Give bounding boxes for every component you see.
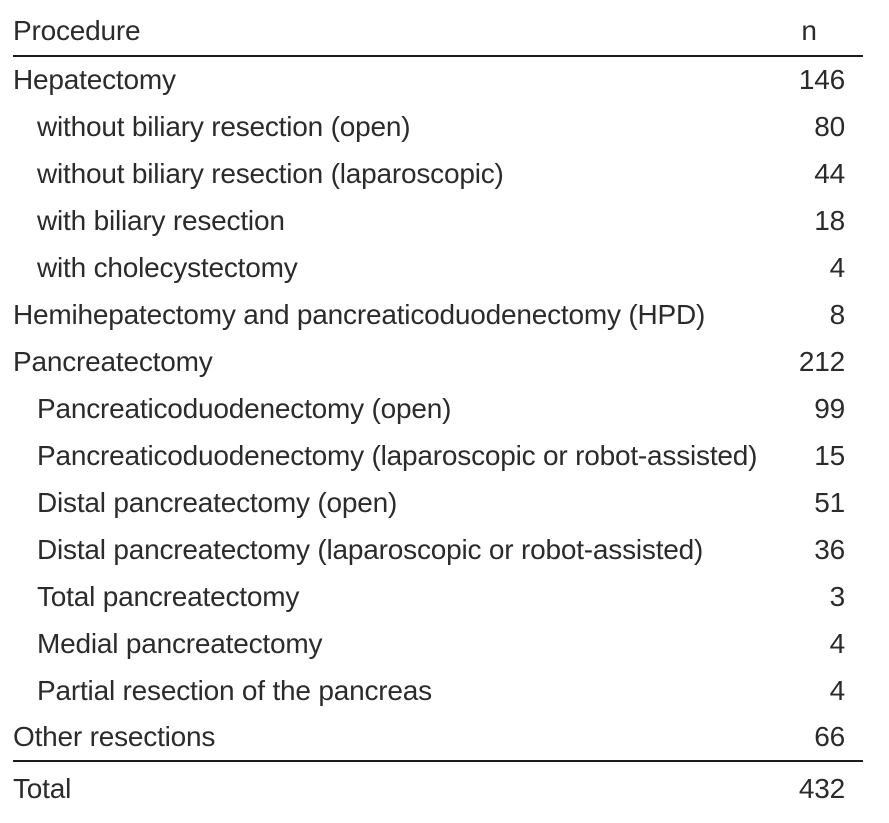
procedure-cell: Medial pancreatectomy — [37, 627, 323, 659]
table-row: Pancreatectomy 212 — [13, 338, 863, 385]
procedure-cell: Pancreatectomy — [13, 345, 213, 377]
count-cell: 99 — [814, 392, 845, 424]
table-footer: Total 432 — [13, 760, 863, 815]
procedure-cell: Distal pancreatectomy (open) — [37, 486, 398, 518]
table-row: with cholecystectomy 4 — [13, 244, 863, 291]
count-cell: 4 — [829, 627, 846, 659]
table-row: Pancreaticoduodenectomy (laparoscopic or… — [13, 432, 863, 479]
count-cell: 15 — [814, 439, 845, 471]
header-n: n — [773, 6, 863, 57]
count-cell: 80 — [814, 110, 845, 142]
count-cell: 66 — [814, 721, 845, 752]
count-cell: 8 — [829, 298, 846, 330]
table-row: Medial pancreatectomy 4 — [13, 620, 863, 667]
count-cell: 4 — [829, 674, 846, 706]
procedure-cell: Other resections — [13, 721, 216, 752]
count-cell: 146 — [798, 64, 845, 95]
total-label: Total — [13, 760, 773, 815]
table-row: Distal pancreatectomy (open) 51 — [13, 479, 863, 526]
procedure-cell: without biliary resection (laparoscopic) — [37, 157, 504, 189]
table-row: Hemihepatectomy and pancreaticoduodenect… — [13, 291, 863, 338]
header-row: Procedure n — [13, 6, 863, 57]
count-cell: 18 — [814, 204, 845, 236]
procedure-cell: Hepatectomy — [13, 64, 176, 95]
total-count: 432 — [773, 760, 863, 815]
table-row: without biliary resection (open) 80 — [13, 103, 863, 150]
table-row: Distal pancreatectomy (laparoscopic or r… — [13, 526, 863, 573]
count-cell: 51 — [814, 486, 845, 518]
procedure-cell: Pancreaticoduodenectomy (open) — [37, 392, 452, 424]
count-cell: 4 — [829, 251, 846, 283]
count-cell: 36 — [814, 533, 845, 565]
table-row: Hepatectomy 146 — [13, 56, 863, 103]
procedure-cell: Distal pancreatectomy (laparoscopic or r… — [37, 533, 704, 565]
procedure-cell: with biliary resection — [37, 204, 285, 236]
header-procedure: Procedure — [13, 6, 773, 57]
table-body: Hepatectomy 146 without biliary resectio… — [13, 56, 863, 761]
count-cell: 3 — [829, 580, 846, 612]
table-row: without biliary resection (laparoscopic)… — [13, 150, 863, 197]
table-row: Total pancreatectomy 3 — [13, 573, 863, 620]
procedure-cell: Partial resection of the pancreas — [37, 674, 432, 706]
procedure-cell: Total pancreatectomy — [37, 580, 300, 612]
count-cell: 212 — [798, 345, 845, 377]
table-row: Partial resection of the pancreas 4 — [13, 667, 863, 714]
procedure-cell: with cholecystectomy — [37, 251, 298, 283]
table-row: Other resections 66 — [13, 714, 863, 761]
total-row: Total 432 — [13, 760, 863, 815]
count-cell: 44 — [814, 157, 845, 189]
table-header: Procedure n — [13, 6, 863, 57]
procedure-cell: without biliary resection (open) — [37, 110, 411, 142]
table-row: Pancreaticoduodenectomy (open) 99 — [13, 385, 863, 432]
procedure-cell: Pancreaticoduodenectomy (laparoscopic or… — [37, 439, 758, 471]
table-row: with biliary resection 18 — [13, 197, 863, 244]
procedure-cell: Hemihepatectomy and pancreaticoduodenect… — [13, 298, 706, 330]
procedures-table: Procedure n Hepatectomy 146 without bili… — [13, 6, 863, 815]
